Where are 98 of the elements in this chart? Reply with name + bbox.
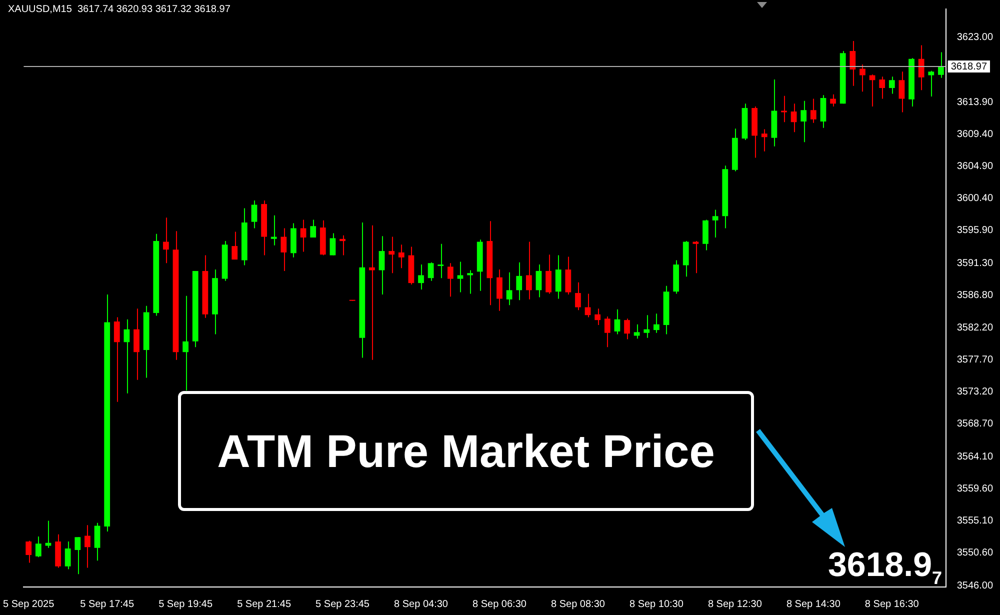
x-tick-label: 5 Sep 2025 [3,598,55,610]
x-tick-label: 5 Sep 23:45 [316,598,370,610]
candlestick [270,214,277,246]
candlestick [114,316,120,402]
candlestick [682,240,689,278]
ref-line-label: 3618.97 [950,61,988,72]
candlestick [820,94,826,128]
candlestick [447,262,454,298]
y-tick-label: 3550.60 [956,548,994,559]
candlestick [496,269,502,312]
candlestick [604,316,610,348]
candlestick [457,261,464,293]
x-tick-label: 8 Sep 10:30 [629,598,684,610]
candlestick [369,224,375,360]
x-tick-label: 5 Sep 19:45 [158,598,213,610]
candlestick [536,264,542,298]
y-tick-label: 3600.40 [956,193,994,204]
y-tick-label: 3595.90 [956,225,994,236]
candlestick [575,282,581,311]
candlestick [555,254,562,300]
y-tick-label: 3568.70 [956,418,994,430]
candlestick [330,232,336,256]
y-tick-label: 3623.00 [956,32,994,44]
x-tick-label: 5 Sep 21:45 [237,598,292,610]
candlestick [280,228,287,272]
candlestick [624,318,630,340]
candlestick [869,74,876,108]
candlestick [654,313,660,334]
x-tick-label: 8 Sep 06:30 [472,598,527,610]
candlestick [888,76,895,94]
chart-title: XAUUSD,M15 3617.74 3620.93 3617.32 3618.97 [8,4,230,15]
y-tick-label: 3564.10 [956,451,994,462]
candlestick [594,308,601,326]
candlestick [438,243,444,279]
annotation: 3618.9$_{7}$ [828,546,942,589]
candlestick [300,219,306,252]
candlestick [879,76,886,100]
x-tick-label: 8 Sep 04:30 [394,598,448,610]
candlestick [26,540,32,564]
y-tick-label: 3586.80 [956,290,994,301]
candlestick [918,44,924,91]
candlestick [860,64,866,92]
candlestick [526,241,532,300]
candlestick [64,540,71,570]
y-tick-label: 3591.30 [956,258,994,269]
candlestick [790,103,797,133]
y-tick-label: 3555.10 [956,516,994,527]
candlestick [163,217,169,264]
candlestick [378,236,385,295]
x-tick-label: 8 Sep 08:30 [551,598,606,610]
y-tick-label: 3582.20 [956,322,994,334]
y-tick-label: 3613.90 [956,97,994,108]
candlestick [565,256,572,295]
candlestick [310,219,316,238]
candlestick [232,231,238,260]
candlestick [546,254,552,294]
candlestick [928,70,934,98]
candlestick [467,270,473,294]
candlestick [830,94,836,108]
candlestick [506,272,512,306]
candlestick [124,318,130,394]
candlestick [761,128,768,152]
candlestick [418,264,424,290]
candlestick [702,219,708,251]
candlestick [516,262,522,301]
y-tick-label: 3573.20 [956,386,994,398]
x-tick-label: 8 Sep 16:30 [864,598,920,610]
y-tick-label: 3577.70 [956,354,994,366]
candlestick [94,522,100,562]
candlestick [35,536,42,558]
y-tick-label: 3604.90 [956,161,994,172]
candlestick [584,293,591,318]
candlestick [850,40,856,86]
y-tick-label: 3609.40 [956,129,994,140]
candlestick [938,52,944,78]
candlestick [644,314,650,338]
annotation: ATM Pure Market Price [178,391,754,511]
candlestick [428,262,434,282]
candlestick [251,200,258,229]
candlestick [74,536,81,575]
candlestick [810,98,816,124]
candlestick [340,234,346,256]
candlestick [398,244,404,269]
candlestick [898,71,905,113]
y-tick-label: 3546.00 [956,580,994,592]
candlestick [614,308,620,335]
candlestick [84,524,90,568]
x-tick-label: 5 Sep 17:45 [80,598,134,610]
candlestick [712,209,718,238]
x-tick-label: 8 Sep 14:30 [786,598,841,610]
candlestick [692,240,699,274]
y-tick-label: 3559.60 [956,484,994,495]
candlestick [800,100,807,143]
candlestick [134,308,140,380]
candlestick [388,236,395,274]
candlestick [634,324,640,340]
x-tick-label: 8 Sep 12:30 [708,598,762,610]
candlestick [182,295,189,392]
